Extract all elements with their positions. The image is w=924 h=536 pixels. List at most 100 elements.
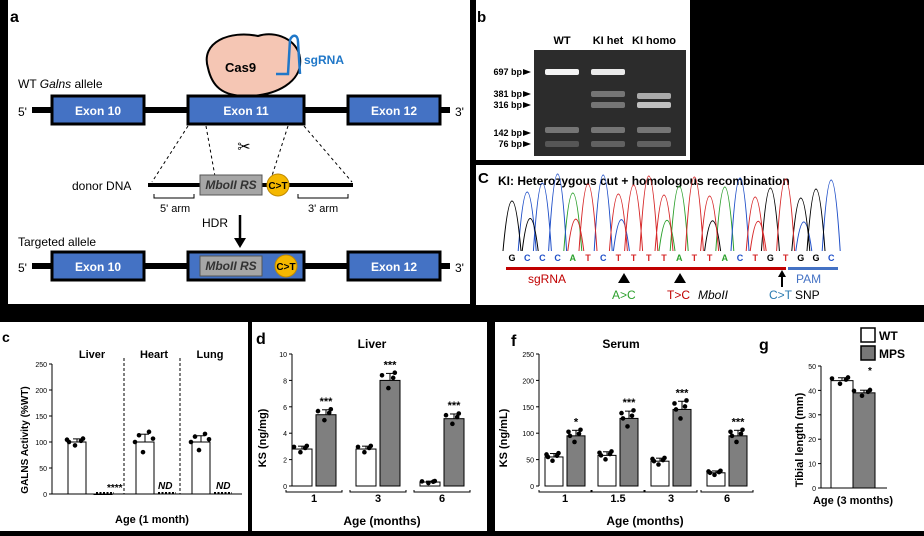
panel-c-pam-label: PAM — [796, 272, 821, 286]
data-point — [443, 412, 449, 418]
panel-galns-letter: c — [2, 329, 10, 345]
data-point — [298, 449, 303, 455]
y-tick-label: 8 — [283, 378, 287, 385]
sgrna-bar — [506, 267, 786, 270]
bar-mps — [672, 408, 692, 487]
significance-marker: *** — [384, 359, 398, 371]
tg-mboii-label: MboII RS — [205, 259, 256, 273]
gel-marker-arrow — [523, 141, 531, 147]
bar-wt — [291, 448, 313, 487]
data-point — [672, 401, 677, 406]
gel-marker-label: 142 bp — [493, 128, 522, 138]
sequence-base: C — [737, 253, 744, 263]
data-point — [78, 438, 84, 444]
gel-marker-label: 76 bp — [498, 139, 522, 149]
gel-marker-label: 697 bp — [493, 67, 522, 77]
group-bracket — [538, 490, 592, 493]
data-point — [607, 451, 613, 457]
y-tick-label: 250 — [522, 352, 534, 359]
data-point — [419, 479, 425, 484]
tissue-lung-label: Lung — [197, 349, 224, 361]
mut2-marker — [674, 273, 686, 283]
data-point — [716, 469, 722, 475]
gel-bands — [545, 69, 671, 147]
data-point — [550, 458, 555, 464]
category-label: 6 — [724, 493, 730, 505]
gel-marker-label: 316 bp — [493, 100, 522, 110]
significance-marker: *** — [448, 400, 462, 412]
significance-marker: *** — [623, 397, 637, 409]
arm3-label: 3' arm — [308, 203, 338, 215]
data-point — [678, 416, 683, 421]
tibial-sig: * — [868, 366, 872, 377]
data-point — [392, 370, 398, 376]
gel-marker-arrow — [523, 69, 531, 75]
sequence-base: A — [722, 253, 729, 263]
wt-exon10-label: Exon 10 — [75, 104, 121, 118]
hdr-label: HDR — [202, 216, 228, 230]
significance-marker: * — [574, 416, 579, 428]
sequence-base: G — [797, 253, 804, 263]
data-point — [712, 472, 717, 478]
y-tick-label: 0 — [812, 486, 816, 493]
panel-d-letter: d — [256, 331, 266, 348]
gel-band — [637, 93, 671, 99]
sequence-base: T — [752, 253, 758, 263]
bar-wt — [135, 441, 155, 495]
panel-g-letter: g — [759, 337, 769, 354]
data-point — [865, 389, 871, 395]
data-point — [202, 431, 208, 437]
data-point — [146, 429, 152, 435]
tg-exon10 — [50, 250, 146, 282]
data-point — [362, 449, 367, 455]
gel-band — [591, 69, 625, 75]
sequence-base: T — [646, 253, 652, 263]
y-tick-label: 2 — [283, 458, 287, 465]
data-point — [328, 406, 334, 412]
significance-marker: *** — [676, 387, 690, 399]
galns-liver-sig: **** — [107, 483, 123, 494]
bar-wt — [67, 441, 87, 495]
y-tick-label: 10 — [808, 462, 816, 469]
gel-band — [591, 127, 625, 133]
y-tick-label: 100 — [35, 440, 47, 447]
arm5-bracket — [153, 194, 195, 199]
gel-band — [637, 141, 671, 147]
data-point — [738, 431, 744, 437]
data-point — [302, 445, 308, 451]
targeted-allele-label: Targeted allele — [18, 235, 96, 249]
data-point — [625, 424, 630, 429]
panel-d: d Liver KS (ng/mg) Age (months) 0 2 4 6 8 10 *… — [252, 322, 487, 531]
y-tick-label: 0 — [43, 492, 47, 499]
arm5-label: 5' arm — [160, 203, 190, 215]
gel-band — [591, 141, 625, 147]
data-point — [837, 381, 843, 387]
bar-wt — [830, 380, 854, 489]
data-point — [430, 479, 436, 485]
y-tick-label: 6 — [283, 405, 287, 412]
data-point — [598, 453, 604, 458]
bar-mps — [315, 414, 337, 487]
y-tick-label: 0 — [283, 484, 287, 491]
panel-galns: c GALNS Activity (%WT) Age (1 month) Liv… — [0, 322, 248, 531]
data-point — [851, 388, 857, 394]
data-point — [355, 444, 361, 450]
data-point — [454, 414, 460, 420]
pam-bar — [788, 267, 838, 270]
tibial-chart: g Tibial length (mm) Age (3 months) * WT… — [759, 324, 921, 507]
data-point — [72, 443, 78, 448]
trace-A — [563, 185, 735, 252]
data-point — [729, 433, 735, 439]
tibial-xlabel: Age (3 months) — [813, 495, 893, 507]
serum-ks-xlabel: Age (months) — [606, 514, 683, 528]
liver-ks-xlabel: Age (months) — [343, 514, 420, 528]
data-point — [150, 436, 156, 441]
gel-marker-arrow — [523, 102, 531, 108]
category-label: 3 — [375, 493, 381, 505]
sequence-base: T — [661, 253, 667, 263]
data-point — [132, 439, 138, 445]
trace-G — [502, 187, 826, 252]
panel-c-letter: C — [478, 170, 489, 187]
sequence-base: C — [524, 253, 531, 263]
data-point — [684, 398, 689, 403]
